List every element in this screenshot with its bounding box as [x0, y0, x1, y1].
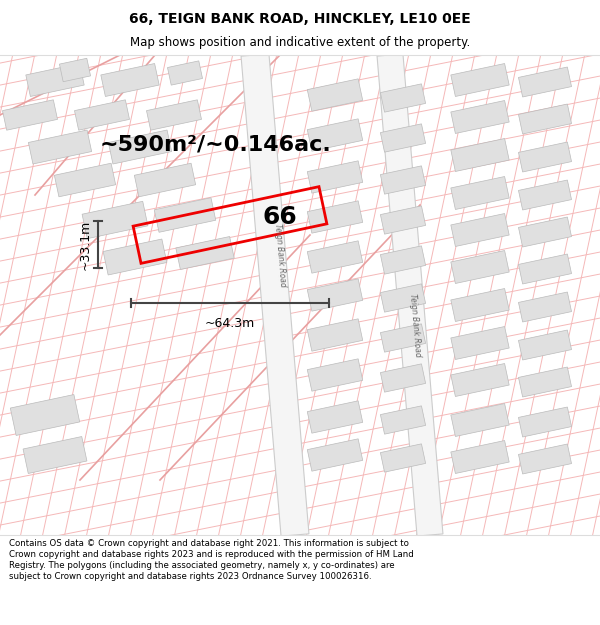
Polygon shape [307, 201, 363, 233]
Polygon shape [518, 444, 572, 474]
Polygon shape [103, 239, 167, 275]
Polygon shape [518, 407, 572, 437]
Text: Map shows position and indicative extent of the property.: Map shows position and indicative extent… [130, 36, 470, 49]
Polygon shape [2, 100, 58, 130]
Polygon shape [380, 284, 425, 312]
Polygon shape [380, 364, 425, 392]
Polygon shape [377, 54, 443, 536]
Polygon shape [154, 198, 216, 232]
Polygon shape [451, 214, 509, 246]
Polygon shape [307, 161, 363, 193]
Polygon shape [241, 54, 309, 536]
Polygon shape [451, 251, 509, 284]
Polygon shape [307, 359, 363, 391]
Text: 66, TEIGN BANK ROAD, HINCKLEY, LE10 0EE: 66, TEIGN BANK ROAD, HINCKLEY, LE10 0EE [129, 12, 471, 26]
Polygon shape [380, 246, 425, 274]
Polygon shape [82, 201, 148, 239]
Polygon shape [167, 61, 203, 85]
Polygon shape [101, 64, 159, 96]
Polygon shape [518, 67, 572, 97]
Polygon shape [59, 58, 91, 82]
Text: Contains OS data © Crown copyright and database right 2021. This information is : Contains OS data © Crown copyright and d… [9, 539, 414, 581]
Polygon shape [451, 176, 509, 209]
Polygon shape [74, 100, 130, 130]
Polygon shape [518, 367, 572, 397]
Polygon shape [380, 444, 425, 472]
Polygon shape [380, 166, 425, 194]
Polygon shape [307, 119, 363, 151]
Polygon shape [518, 330, 572, 360]
Polygon shape [451, 289, 509, 321]
Polygon shape [55, 163, 116, 197]
Polygon shape [28, 130, 92, 164]
Polygon shape [380, 324, 425, 352]
Polygon shape [518, 254, 572, 284]
Polygon shape [380, 124, 425, 152]
Polygon shape [451, 364, 509, 396]
Text: Teign Bank Road: Teign Bank Road [408, 293, 422, 357]
Polygon shape [451, 64, 509, 96]
Polygon shape [380, 84, 425, 112]
Polygon shape [26, 64, 84, 96]
Polygon shape [518, 217, 572, 247]
Polygon shape [307, 319, 363, 351]
Polygon shape [451, 404, 509, 436]
Polygon shape [518, 292, 572, 322]
Polygon shape [134, 163, 196, 197]
Polygon shape [307, 401, 363, 433]
Text: 66: 66 [263, 205, 298, 229]
Polygon shape [146, 100, 202, 130]
Polygon shape [307, 279, 363, 311]
Polygon shape [10, 394, 80, 436]
Polygon shape [23, 436, 87, 474]
Polygon shape [307, 79, 363, 111]
Polygon shape [451, 101, 509, 134]
Polygon shape [109, 130, 172, 164]
Polygon shape [307, 439, 363, 471]
Polygon shape [176, 236, 234, 269]
Polygon shape [518, 142, 572, 172]
Text: ~64.3m: ~64.3m [205, 318, 255, 331]
Polygon shape [380, 406, 425, 434]
Polygon shape [451, 326, 509, 359]
Polygon shape [307, 241, 363, 273]
Polygon shape [518, 104, 572, 134]
Text: ~590m²/~0.146ac.: ~590m²/~0.146ac. [99, 135, 331, 155]
Polygon shape [451, 441, 509, 474]
Polygon shape [451, 139, 509, 171]
Polygon shape [380, 206, 425, 234]
Polygon shape [518, 180, 572, 210]
Text: ~33.1m: ~33.1m [78, 219, 91, 270]
Text: Teign Bank Road: Teign Bank Road [273, 223, 287, 287]
